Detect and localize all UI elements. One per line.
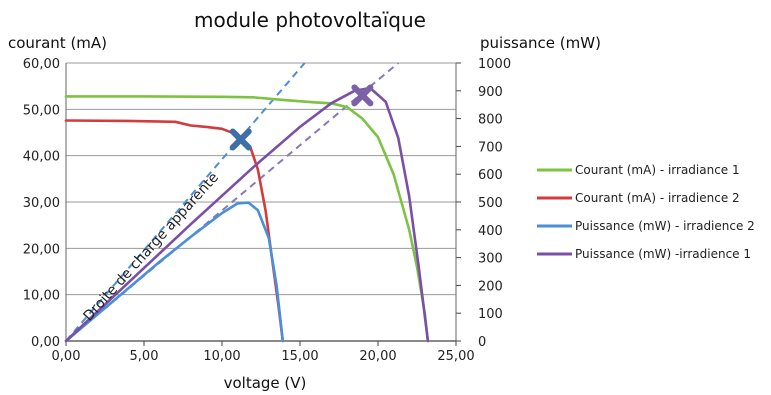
legend-entry: Courant (mA) - irradiance 1 [575, 163, 740, 177]
x-tick-label: 10,00 [203, 349, 240, 364]
point-markers [229, 84, 374, 151]
series-line-1 [64, 95, 430, 343]
legend-entry: Puissance (mW) -irradience 1 [575, 247, 751, 261]
y-right-tick-label: 0 [478, 335, 486, 350]
cross-marker-1 [229, 128, 252, 151]
cross-marker-2 [351, 84, 374, 107]
y-right-tick-label: 700 [478, 140, 503, 155]
x-tick-label: 5,00 [130, 349, 159, 364]
y-left-tick-label: 40,00 [23, 150, 60, 165]
y-left-tick-label: 20,00 [23, 242, 60, 257]
cross-stroke [351, 84, 374, 107]
grid-lines [66, 62, 456, 342]
x-axis-title: voltage (V) [224, 374, 307, 392]
y-right-tick-label: 100 [478, 307, 503, 322]
x-tick-label: 15,00 [281, 349, 318, 364]
y-right-tick-label: 300 [478, 252, 503, 267]
y-axis-left-title: courant (mA) [8, 34, 107, 52]
y-left-tick-label: 50,00 [23, 103, 60, 118]
y-axis-right-title: puissance (mW) [480, 34, 601, 52]
x-tick-label: 25,00 [437, 349, 474, 364]
y-right-tick-label: 1000 [478, 57, 511, 72]
tick-labels: 0,00 10,00 20,00 30,00 40,00 50,00 60,00 0 100 20… [23, 57, 511, 364]
annotation-label: Droite de charge apparente [80, 170, 222, 325]
axes [65, 62, 461, 346]
y-left-tick-label: 30,00 [23, 196, 60, 211]
cross-stroke [229, 128, 252, 151]
series-line-3 [64, 201, 285, 343]
y-left-tick-label: 0,00 [31, 335, 60, 350]
legend-entry: Puissance (mW) - irradience 2 [575, 219, 755, 233]
y-right-tick-label: 800 [478, 113, 503, 128]
y-left-tick-label: 60,00 [23, 57, 60, 72]
chart-title: module photovoltaïque [194, 8, 426, 32]
series-line-4 [64, 86, 430, 343]
x-tick-label: 0,00 [52, 349, 81, 364]
annotations: Droite de charge apparente [80, 170, 222, 325]
series-lines [64, 86, 430, 343]
y-right-tick-label: 500 [478, 196, 503, 211]
y-right-tick-label: 400 [478, 224, 503, 239]
reference-line-dashed-blue [65, 62, 306, 342]
legend: Courant (mA) - irradiance 1 Courant (mA) … [537, 163, 755, 261]
y-right-tick-label: 600 [478, 168, 503, 183]
y-right-tick-label: 200 [478, 279, 503, 294]
y-left-tick-label: 10,00 [23, 289, 60, 304]
legend-entry: Courant (mA) - irradience 2 [575, 191, 740, 205]
y-right-tick-label: 900 [478, 85, 503, 100]
x-tick-label: 20,00 [359, 349, 396, 364]
